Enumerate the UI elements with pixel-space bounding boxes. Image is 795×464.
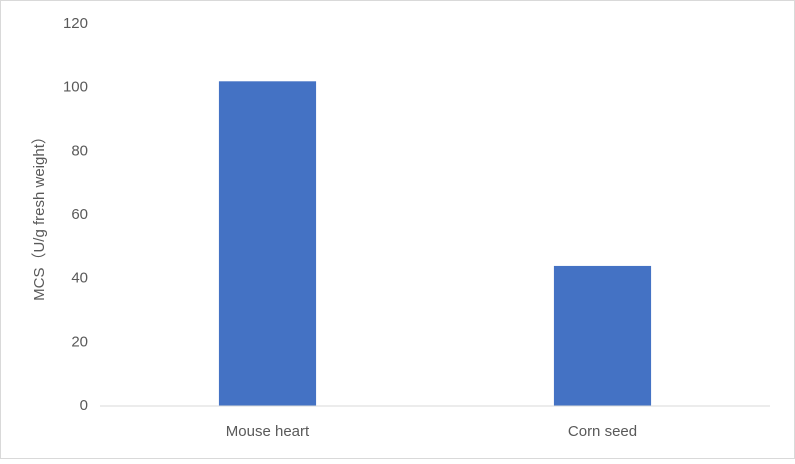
y-tick-label: 100 [63, 79, 88, 96]
y-tick-label: 120 [63, 15, 88, 32]
y-tick-label: 60 [71, 206, 88, 223]
x-tick-label: Corn seed [568, 423, 637, 440]
y-axis-label: MCS（U/g fresh weight） [31, 129, 48, 301]
y-tick-label: 20 [71, 333, 88, 350]
bar [553, 265, 652, 406]
x-tick-label: Mouse heart [226, 423, 310, 440]
y-tick-label: 40 [71, 270, 88, 287]
y-tick-label: 80 [71, 142, 88, 159]
bar [218, 81, 317, 407]
y-tick-label: 0 [80, 397, 88, 414]
